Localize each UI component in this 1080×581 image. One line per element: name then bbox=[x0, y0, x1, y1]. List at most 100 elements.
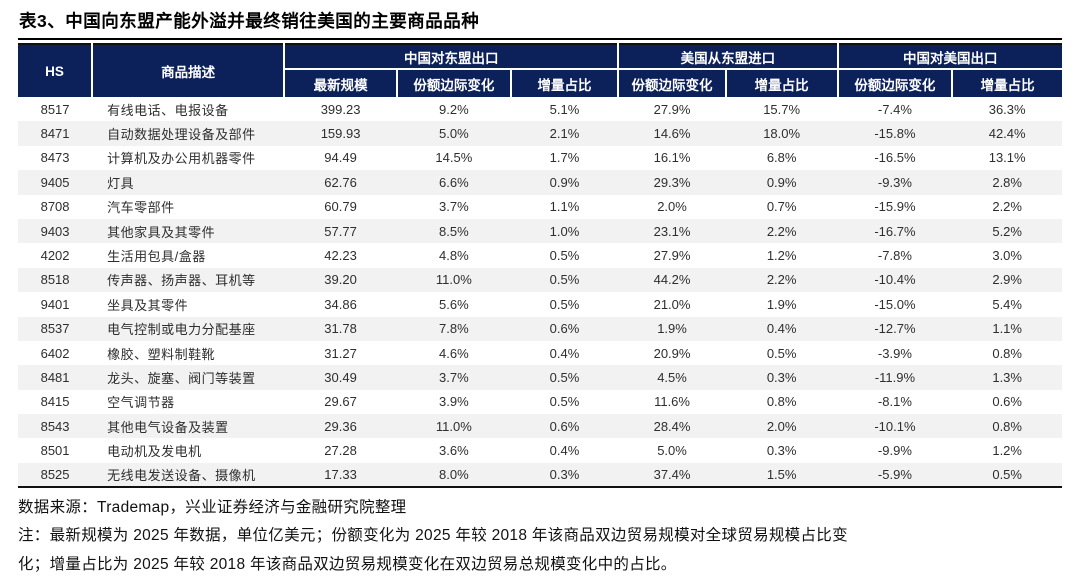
value-cell: 30.49 bbox=[324, 369, 357, 385]
value-cell: -15.0% bbox=[874, 296, 916, 312]
table-row: 9403 其他家具及其零件 57.77 8.5% 1.0% 23.1% 2.2% -16.7%… bbox=[18, 218, 1062, 244]
hs-code-cell: 9403 bbox=[40, 223, 70, 239]
hs-code-cell: 8518 bbox=[40, 272, 70, 288]
table-body: 8517 有线电话、电报设备 399.23 9.2% 5.1% 27.9% 15.7% -7.… bbox=[18, 97, 1062, 488]
value-cell: 5.1% bbox=[549, 101, 580, 117]
value-cell: 4.5% bbox=[657, 369, 687, 385]
value-cell: 2.9% bbox=[992, 272, 1022, 288]
value-cell: 2.0% bbox=[766, 418, 797, 434]
value-cell: -3.9% bbox=[877, 345, 912, 361]
product-desc-cell: 无线电发送设备、摄像机 bbox=[107, 468, 256, 484]
hs-code-cell: 4202 bbox=[40, 248, 70, 264]
value-cell: 4.8% bbox=[439, 248, 469, 264]
value-cell: 6.8% bbox=[766, 150, 797, 166]
value-cell: 13.1% bbox=[988, 150, 1026, 166]
table-row: 8481 龙头、旋塞、阀门等装置 30.49 3.7% 0.5% 4.5% 0.3% -11.… bbox=[18, 365, 1062, 390]
value-cell: 5.0% bbox=[439, 126, 469, 142]
value-cell: 0.5% bbox=[549, 248, 580, 264]
value-cell: 5.4% bbox=[992, 296, 1022, 312]
value-cell: 1.2% bbox=[992, 443, 1022, 459]
value-cell: 21.0% bbox=[653, 296, 691, 312]
value-cell: 5.0% bbox=[657, 443, 687, 459]
table-row: 8473 计算机及办公用机器零件 94.49 14.5% 1.7% 16.1% 6.8% -1… bbox=[18, 146, 1062, 170]
sub-header-share-change-2: 份额边际变化 bbox=[618, 69, 727, 97]
value-cell: 0.5% bbox=[549, 394, 580, 410]
hs-code-cell: 8517 bbox=[40, 101, 70, 117]
value-cell: -9.3% bbox=[877, 174, 912, 190]
value-cell: 2.2% bbox=[766, 223, 797, 239]
value-cell: 4.6% bbox=[439, 345, 469, 361]
value-cell: 9.2% bbox=[439, 101, 469, 117]
value-cell: 11.6% bbox=[654, 394, 690, 410]
value-cell: 3.0% bbox=[992, 248, 1022, 264]
value-cell: 2.2% bbox=[992, 199, 1022, 215]
value-cell: 2.0% bbox=[657, 199, 687, 215]
table-row: 4202 生活用包具/盒器 42.23 4.8% 0.5% 27.9% 1.2% -7.8% 3… bbox=[18, 243, 1062, 267]
value-cell: -7.8% bbox=[877, 248, 912, 264]
product-desc-cell: 计算机及办公用机器零件 bbox=[107, 151, 256, 167]
value-cell: 11.0% bbox=[435, 418, 472, 434]
value-cell: 60.79 bbox=[324, 199, 357, 215]
value-cell: 1.3% bbox=[992, 369, 1022, 385]
hs-code-cell: 8501 bbox=[40, 443, 70, 459]
value-cell: 0.3% bbox=[549, 467, 580, 483]
value-cell: 37.4% bbox=[653, 467, 691, 483]
value-cell: 0.5% bbox=[549, 369, 580, 385]
table-row: 8518 传声器、扬声器、耳机等 39.20 11.0% 0.5% 44.2% 2.2% -1… bbox=[18, 267, 1062, 293]
table-row: 8537 电气控制或电力分配基座 31.78 7.8% 0.6% 1.9% 0.4% -12.… bbox=[18, 316, 1062, 341]
value-cell: 0.3% bbox=[766, 443, 797, 459]
value-cell: 0.8% bbox=[992, 345, 1022, 361]
product-desc-cell: 龙头、旋塞、阀门等装置 bbox=[107, 370, 256, 386]
value-cell: 15.7% bbox=[763, 101, 801, 117]
hs-code-cell: 8525 bbox=[40, 467, 70, 483]
product-desc-cell: 橡胶、塑料制鞋靴 bbox=[107, 346, 216, 362]
value-cell: 3.9% bbox=[439, 394, 469, 410]
value-cell: 36.3% bbox=[988, 101, 1026, 117]
product-desc-cell: 电气控制或电力分配基座 bbox=[107, 322, 256, 338]
value-cell: 159.93 bbox=[320, 126, 361, 142]
hs-code-cell: 9405 bbox=[40, 174, 70, 190]
value-cell: 0.3% bbox=[766, 369, 797, 385]
value-cell: 27.9% bbox=[653, 248, 691, 264]
value-cell: -5.9% bbox=[877, 467, 912, 483]
table-row: 8517 有线电话、电报设备 399.23 9.2% 5.1% 27.9% 15.7% -7.… bbox=[18, 97, 1062, 121]
product-desc-cell: 空气调节器 bbox=[107, 395, 175, 411]
value-cell: 5.6% bbox=[439, 296, 469, 312]
group-header-china-to-us: 中国对美国出口 bbox=[837, 44, 1062, 70]
hs-code-cell: 9401 bbox=[40, 296, 70, 312]
value-cell: 62.76 bbox=[324, 174, 357, 190]
value-cell: 42.4% bbox=[988, 126, 1026, 142]
value-cell: 27.28 bbox=[324, 443, 357, 459]
value-cell: -11.9% bbox=[874, 369, 916, 385]
value-cell: 29.36 bbox=[324, 418, 357, 434]
table-title: 表3、中国向东盟产能外溢并最终销往美国的主要商品品种 bbox=[18, 5, 1062, 40]
product-desc-cell: 电动机及发电机 bbox=[107, 444, 202, 460]
value-cell: 57.77 bbox=[324, 223, 357, 239]
value-cell: 31.78 bbox=[324, 321, 357, 337]
trade-data-table: HS 商品描述 中国对东盟出口 美国从东盟进口 中国对美国出口 最新规模 份额边… bbox=[18, 43, 1062, 489]
header-group-row: HS 商品描述 中国对东盟出口 美国从东盟进口 中国对美国出口 bbox=[18, 44, 1062, 97]
value-cell: 0.4% bbox=[549, 443, 580, 459]
sub-header-latest-scale: 最新规模 bbox=[284, 69, 398, 97]
value-cell: 28.4% bbox=[653, 418, 691, 434]
hs-code-cell: 6402 bbox=[40, 345, 70, 361]
value-cell: 17.33 bbox=[324, 467, 357, 483]
value-cell: -10.4% bbox=[874, 272, 916, 288]
value-cell: 0.6% bbox=[992, 394, 1022, 410]
value-cell: 29.67 bbox=[324, 394, 357, 410]
table-row: 8471 自动数据处理设备及部件 159.93 5.0% 2.1% 14.6% 18.0% -… bbox=[18, 121, 1062, 146]
hs-code-cell: 8708 bbox=[40, 199, 70, 215]
product-desc-cell: 有线电话、电报设备 bbox=[107, 102, 229, 118]
value-cell: 1.7% bbox=[549, 150, 580, 166]
value-cell: 18.0% bbox=[763, 126, 801, 142]
value-cell: -15.8% bbox=[874, 126, 916, 142]
value-cell: 1.9% bbox=[657, 321, 687, 337]
hs-code-cell: 8471 bbox=[40, 126, 70, 142]
sub-header-share-change-3: 份额边际变化 bbox=[837, 69, 954, 97]
group-header-china-to-asean: 中国对东盟出口 bbox=[284, 44, 620, 70]
hs-code-cell: 8415 bbox=[40, 394, 70, 410]
hs-code-cell: 8473 bbox=[40, 150, 70, 166]
value-cell: 0.4% bbox=[549, 345, 580, 361]
value-cell: 1.2% bbox=[766, 248, 797, 264]
